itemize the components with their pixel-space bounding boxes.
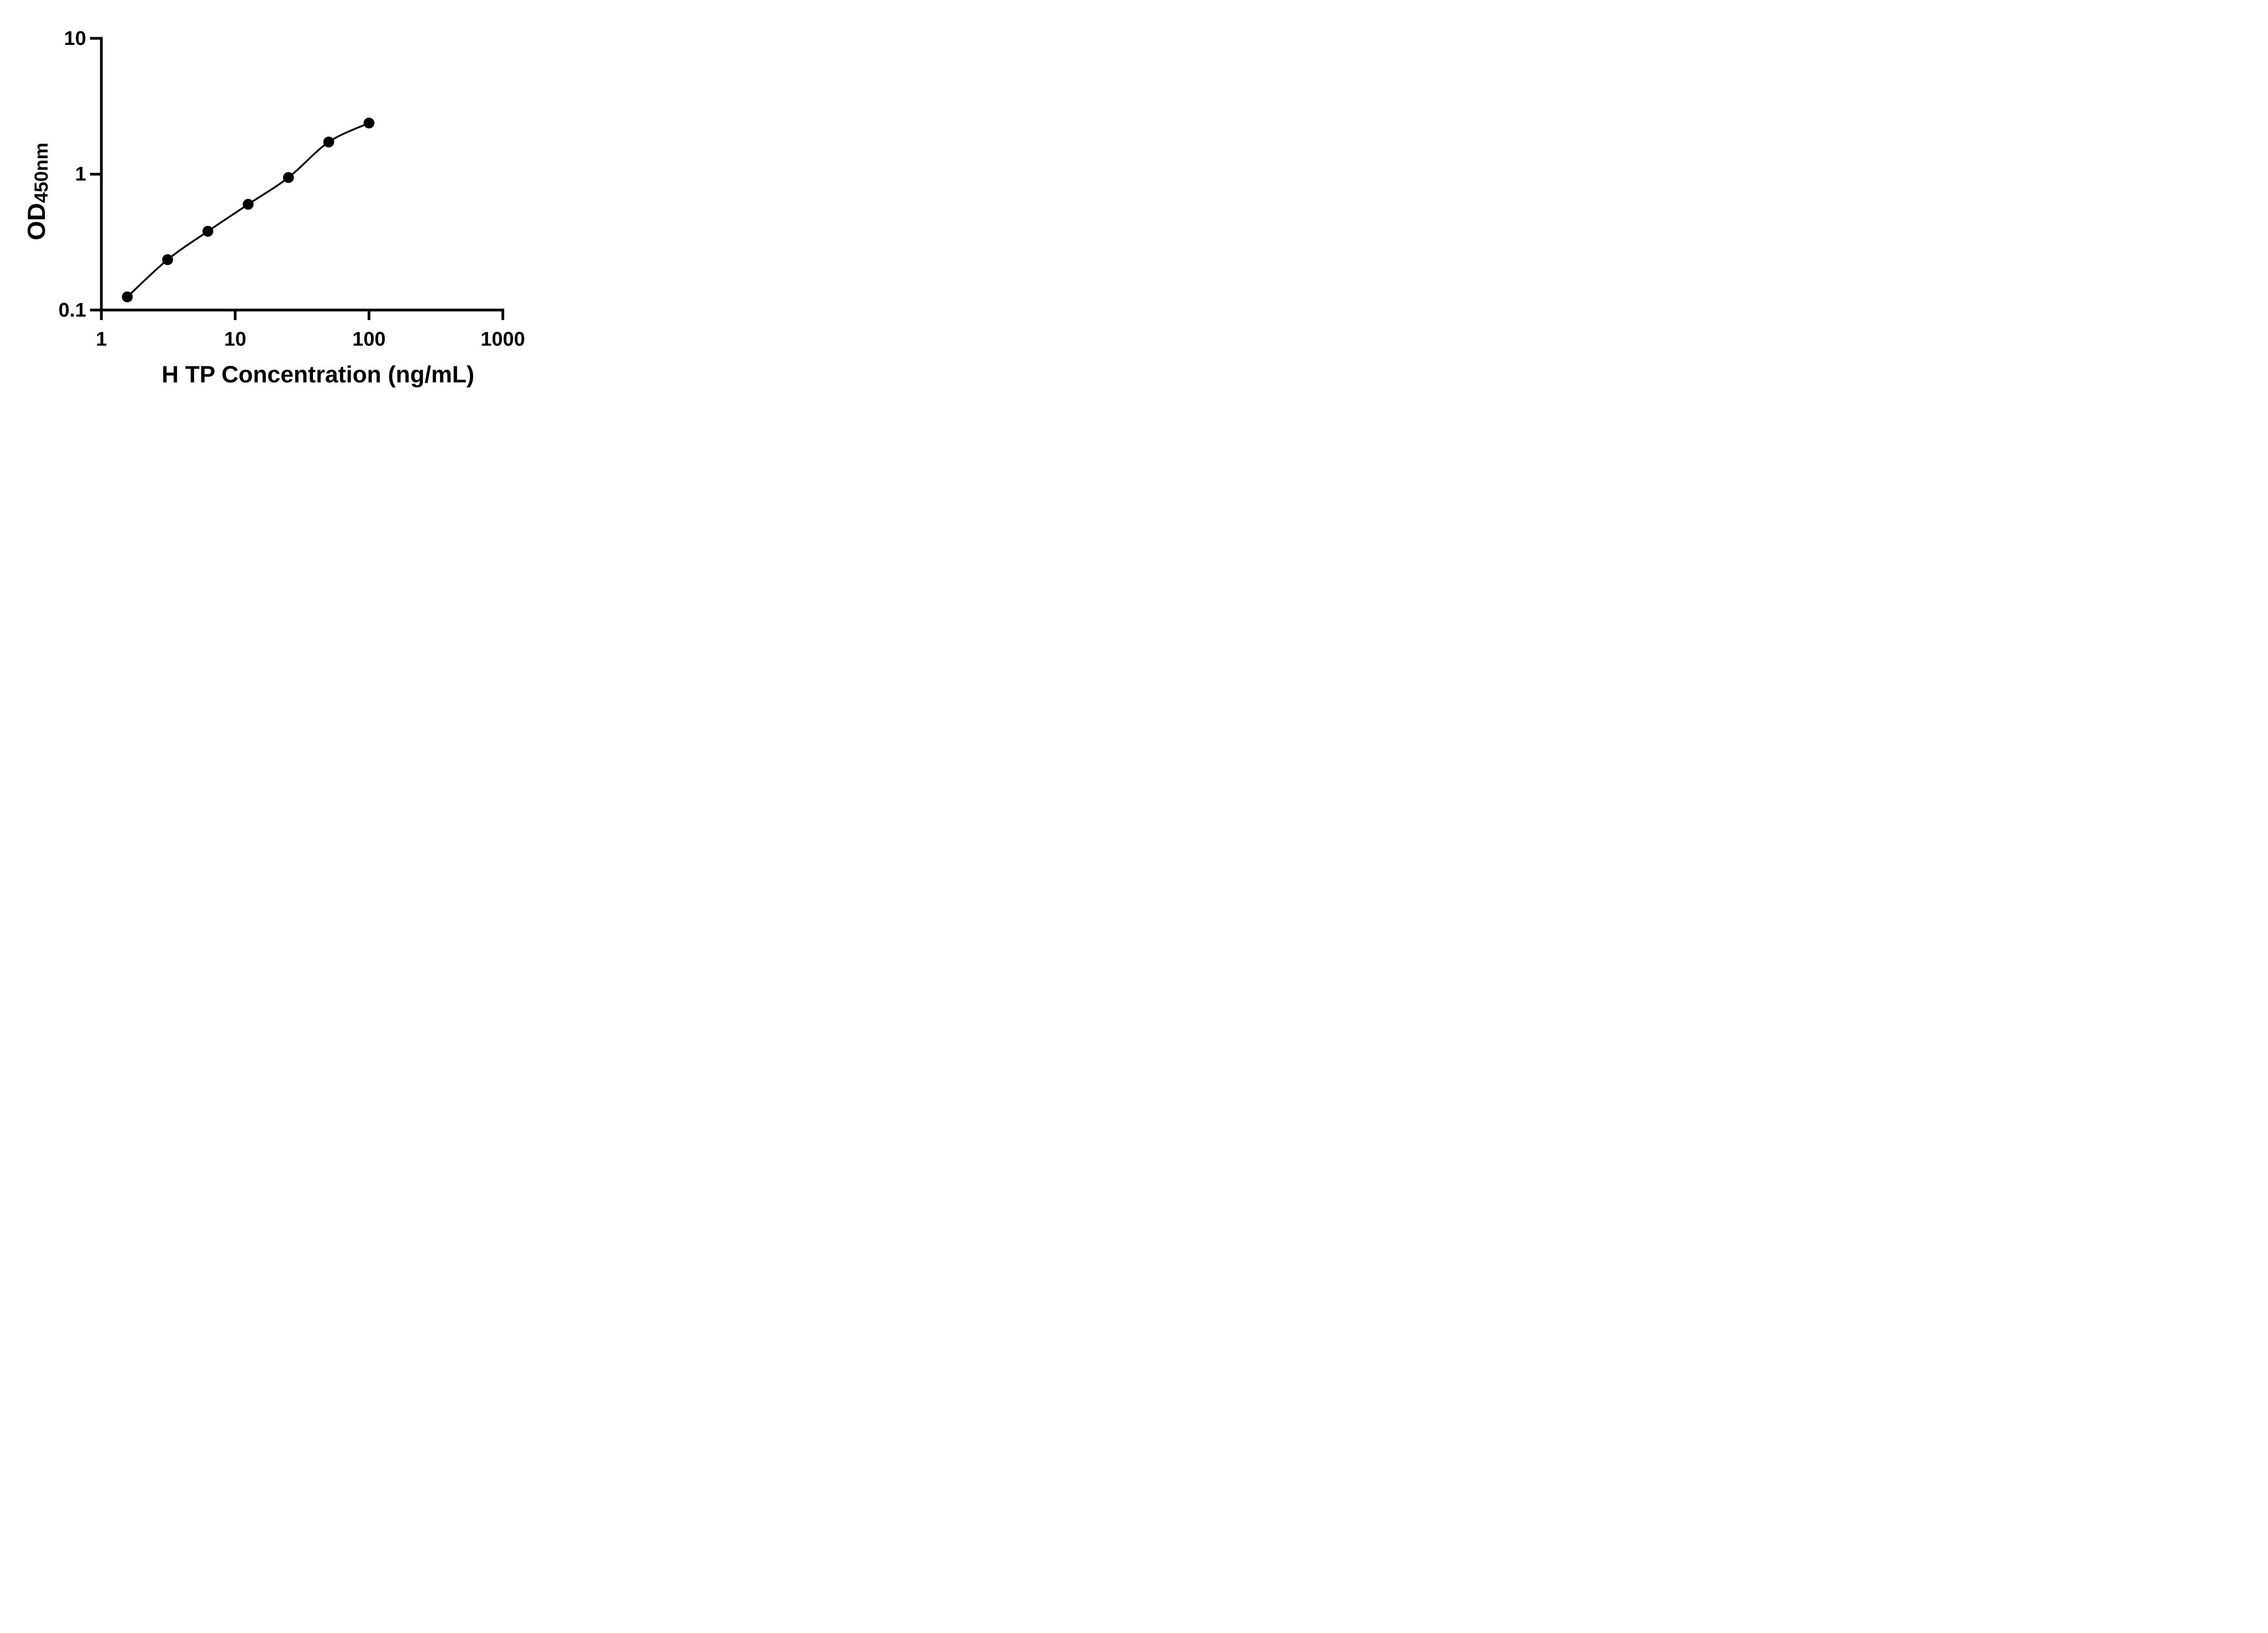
data-point: [283, 172, 294, 183]
data-point: [162, 254, 173, 265]
data-point: [323, 137, 334, 148]
plot-area: [90, 37, 504, 320]
x-axis-title: H TP Concentration (ng/mL): [161, 362, 474, 388]
y-tick-label: 0.1: [58, 298, 86, 321]
data-point: [202, 225, 214, 237]
x-tick-label: 1: [96, 328, 107, 350]
data-point: [363, 117, 375, 129]
data-point: [122, 291, 133, 303]
y-tick-label: 1: [75, 163, 86, 185]
fit-curve: [127, 122, 370, 298]
data-point: [243, 199, 254, 210]
elisa-standard-curve-figure: OD450nm 10 1 0.1 1 10 100 1000 H TP Concentrat…: [0, 0, 572, 408]
y-tick-label: 10: [64, 27, 86, 49]
x-tick-label: 100: [352, 328, 386, 350]
x-tick-label: 10: [224, 328, 246, 350]
x-tick-label: 1000: [480, 328, 525, 350]
